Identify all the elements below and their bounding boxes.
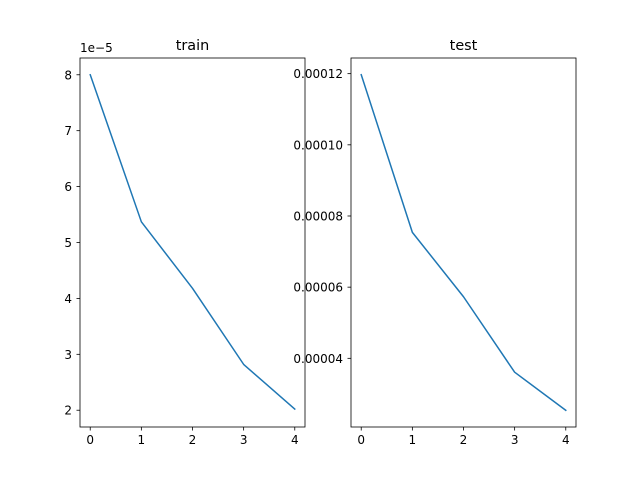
x-tick-label: 1: [138, 433, 146, 447]
y-tick-label: 7: [64, 124, 72, 138]
y-tick-label: 3: [64, 348, 72, 362]
y-offset-text: 1e−5: [80, 41, 113, 55]
x-tick-label: 4: [291, 433, 299, 447]
series-line-0: [89, 73, 296, 411]
x-tick-label: 2: [460, 433, 468, 447]
y-tick-label: 4: [64, 292, 72, 306]
x-tick-label: 1: [409, 433, 417, 447]
subplot-title: test: [450, 38, 478, 54]
x-tick-label: 4: [562, 433, 570, 447]
x-tick-label: 0: [86, 433, 94, 447]
axes-frame: [79, 57, 306, 428]
x-tick-label: 3: [240, 433, 248, 447]
y-tick-label: 0.00010: [293, 138, 343, 152]
subplot-test: 0 1 2 3 4 0.00004 0.00006 0.00008 0.00010 0.00012…: [293, 38, 577, 447]
subplot-train: 0 1 2 3 4 2 3 4 5 6 7 8 1e−5 train: [64, 38, 306, 447]
subplot-title: train: [176, 38, 210, 54]
y-tick-label: 0.00004: [293, 352, 343, 366]
y-tick-label: 2: [64, 404, 72, 418]
y-tick-label: 0.00012: [293, 67, 343, 81]
x-tick-label: 0: [357, 433, 365, 447]
axes-frame: [350, 57, 577, 428]
y-tick-label: 0.00006: [293, 281, 343, 295]
x-tick-label: 2: [189, 433, 197, 447]
y-tick-label: 5: [64, 236, 72, 250]
y-tick-label: 6: [64, 180, 72, 194]
y-tick-label: 0.00008: [293, 209, 343, 223]
x-tick-label: 3: [511, 433, 519, 447]
y-tick-label: 8: [64, 68, 72, 82]
series-line-0: [360, 73, 567, 412]
